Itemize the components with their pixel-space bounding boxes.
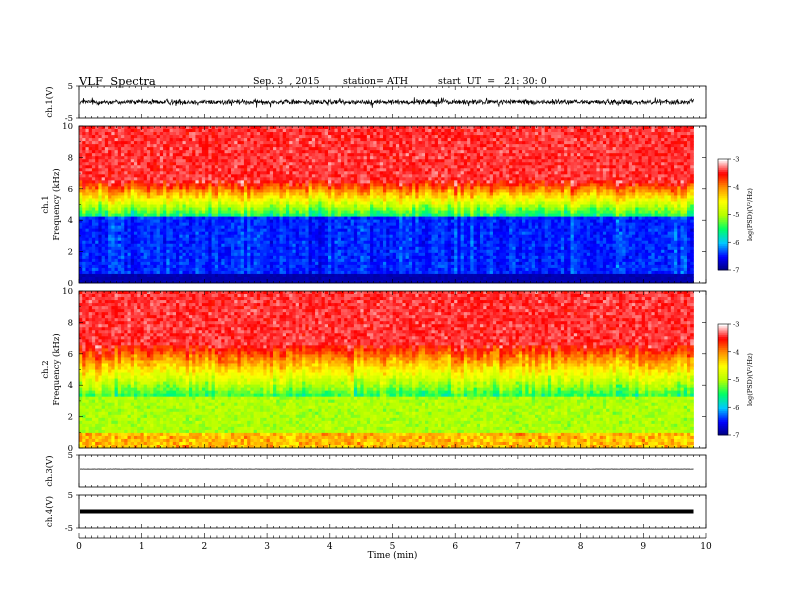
ch4-waveform-ytick-neg5: -5 [65, 524, 73, 534]
ch1-spectrogram-ylabel-channel: ch.1 [41, 195, 51, 213]
ch2-spectrogram-ytick-8: 8 [68, 318, 73, 328]
ch2-spectrogram-ytick-10: 10 [62, 287, 73, 297]
x-tick-5: 5 [390, 542, 396, 552]
ch4-waveform-ytick-5: 5 [68, 491, 73, 501]
x-tick-3: 3 [264, 542, 270, 552]
ch1-spectrogram-ytick-8: 8 [68, 153, 73, 163]
ch1-waveform-ytick-neg5: -5 [65, 114, 73, 124]
ch2-spectrogram-colorbar-tick-neg5: -5 [733, 376, 739, 384]
x-tick-10: 10 [700, 542, 712, 552]
ch1-spectrogram-ytick-0: 0 [68, 279, 73, 289]
ch2-spectrogram-colorbar [717, 323, 729, 436]
ch1-spectrogram-colorbar-tick-neg7: -7 [733, 267, 739, 275]
ch1-spectrogram-colorbar-tick-neg6: -6 [733, 239, 739, 247]
ch1-spectrogram-ytick-10: 10 [62, 122, 73, 132]
date-label: Sep. 3 , 2015 [253, 76, 320, 87]
ch2-spectrogram-colorbar-tick-neg7: -7 [733, 432, 739, 440]
ch1-waveform-ylabel: ch.1(V) [44, 86, 55, 117]
ch2-spectrogram-colorbar-label: log(PSD)(V²/Hz) [746, 353, 754, 406]
ch2-spectrogram-ylabel-channel: ch.2 [41, 360, 51, 378]
ch1-spectrogram-colorbar-tick-neg5: -5 [733, 211, 739, 219]
ch1-spectrogram-ytick-2: 2 [68, 248, 73, 258]
figure-title: VLF Spectra [79, 74, 156, 88]
ch1-spectrogram-ylabel-frequency: Frequency (kHz) [51, 168, 62, 240]
ch1-spectrogram-colorbar-label: log(PSD)(V²/Hz) [746, 188, 754, 241]
ch2-spectrogram-cells [79, 291, 694, 449]
ch2-spectrogram-ytick-0: 0 [68, 444, 73, 454]
ch3-waveform-frame [78, 454, 707, 488]
ch2-spectrogram-ytick-2: 2 [68, 413, 73, 423]
ch1-spectrogram-colorbar-tick-neg3: -3 [733, 156, 739, 164]
ch4-waveform-ylabel: ch.4(V) [44, 496, 55, 527]
ch3-waveform-ylabel: ch.3(V) [44, 455, 55, 486]
ch1-spectrogram-cells [79, 126, 694, 284]
ch3-waveform-ytick-5: 5 [68, 451, 73, 461]
x-tick-7: 7 [515, 542, 521, 552]
x-tick-8: 8 [578, 542, 584, 552]
station-label: station= ATH [343, 76, 408, 87]
x-tick-4: 4 [327, 542, 333, 552]
x-tick-0: 0 [76, 542, 82, 552]
ch2-spectrogram-colorbar-tick-neg4: -4 [733, 348, 739, 356]
ch2-spectrogram-ylabel-frequency: Frequency (kHz) [51, 333, 62, 405]
start-time-label: start UT = 21: 30: 0 [438, 76, 547, 87]
ch1-spectrogram-colorbar-tick-neg4: -4 [733, 183, 739, 191]
ch2-spectrogram-ytick-6: 6 [68, 350, 73, 360]
ch2-spectrogram-ytick-4: 4 [68, 381, 73, 391]
ch2-spectrogram-colorbar-tick-neg6: -6 [733, 404, 739, 412]
ch1-waveform-trace [79, 97, 694, 108]
x-axis-label: Time (min) [368, 550, 418, 561]
ch2-spectrogram-colorbar-tick-neg3: -3 [733, 321, 739, 329]
ch1-waveform-ytick-5: 5 [68, 82, 73, 92]
x-tick-9: 9 [640, 542, 646, 552]
ch1-spectrogram-ytick-6: 6 [68, 185, 73, 195]
x-tick-6: 6 [452, 542, 458, 552]
x-tick-2: 2 [202, 542, 208, 552]
ch1-spectrogram-colorbar [717, 158, 729, 271]
ch1-spectrogram-ytick-4: 4 [68, 216, 73, 226]
x-tick-1: 1 [139, 542, 145, 552]
